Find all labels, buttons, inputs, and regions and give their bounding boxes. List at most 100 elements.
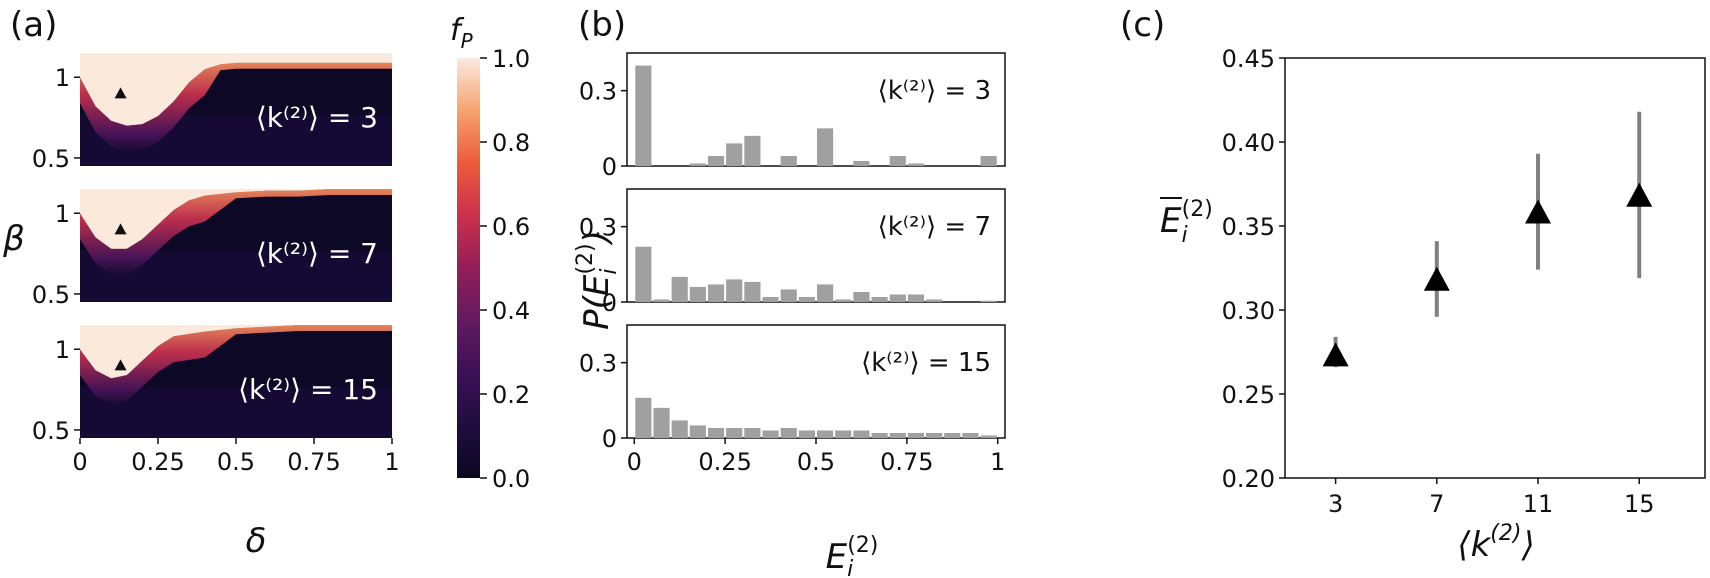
- histogram-bar: [817, 284, 834, 302]
- histogram-bar: [817, 128, 834, 166]
- histogram-bar: [853, 291, 870, 302]
- histogram-xlabel: Ei(2): [826, 533, 879, 578]
- histogram-bar: [817, 430, 834, 438]
- histogram-bar: [944, 432, 961, 438]
- histogram-ytick-label: 0: [602, 289, 617, 317]
- scatter-panel: 0.20 0.25 0.30 0.35 0.40 0.45 3 7 11 15 ⟨k(2)⟩ E…: [1160, 45, 1706, 565]
- histogram-bar: [871, 296, 888, 302]
- histogram-bar: [853, 430, 870, 438]
- histogram-bar: [853, 160, 870, 166]
- scatter-xtick-label: 7: [1429, 490, 1444, 518]
- heatmap-annotation: ⟨k⁽²⁾⟩ = 7: [256, 237, 378, 270]
- scatter-point: [1423, 266, 1450, 291]
- histogram-xtick-label: 0.75: [880, 448, 933, 476]
- histogram-bar: [726, 427, 743, 438]
- histogram-frame: [626, 52, 1006, 167]
- histogram-xtick-label: 0.25: [698, 448, 751, 476]
- histogram-annotation: ⟨k⁽²⁾⟩ = 15: [861, 348, 991, 378]
- heatmap-ylabel: β: [2, 219, 25, 259]
- histogram-bar: [780, 427, 797, 438]
- panel-label-c: (c): [1120, 5, 1165, 45]
- heatmap-marker: [114, 87, 127, 99]
- histogram-bar: [798, 430, 815, 438]
- scatter-ylabel: Ei(2): [1160, 197, 1213, 248]
- scatter-point: [1626, 182, 1653, 207]
- histogram-ytick-label: 0: [602, 153, 617, 181]
- heatmap-annotation: ⟨k⁽²⁾⟩ = 15: [238, 373, 378, 406]
- histogram-bar: [762, 430, 779, 438]
- histogram-bar: [889, 432, 906, 438]
- heatmap-ytick-label: 0.5: [32, 417, 70, 445]
- histogram-bar: [653, 407, 670, 438]
- histogram-ytick-label: 0: [602, 425, 617, 453]
- histogram-ytick-label: 0.3: [579, 78, 617, 106]
- heatmap-marker: [114, 359, 127, 371]
- histogram-bar: [635, 246, 652, 302]
- histogram-bar: [780, 289, 797, 302]
- histogram-bar: [689, 286, 706, 302]
- histogram-bar: [889, 294, 906, 302]
- heatmap-transition-band: [80, 325, 392, 405]
- heatmap-xtick-label: 0.25: [131, 448, 184, 476]
- heatmap-xtick-label: 0.5: [217, 448, 255, 476]
- histogram-subplot: 0 0.3 ⟨k⁽²⁾⟩ = 15: [579, 324, 1006, 453]
- histogram-xtick-label: 0: [627, 448, 642, 476]
- scatter-xtick-label: 11: [1523, 490, 1554, 518]
- heatmap-xtick-label: 1: [384, 448, 399, 476]
- colorbar-title: fP: [450, 13, 474, 53]
- colorbar: 0.0 0.2 0.4 0.6 0.8 1.0 fP: [450, 13, 530, 493]
- histogram-bar: [980, 155, 997, 166]
- heatmap-xtick-label: 0: [72, 448, 87, 476]
- heatmap-ytick-label: 1: [55, 336, 70, 364]
- histogram-bar: [689, 163, 706, 166]
- colorbar-tick-label: 0.0: [492, 465, 530, 493]
- histogram-bar: [780, 155, 797, 166]
- histogram-subplot: 0 0.3 ⟨k⁽²⁾⟩ = 7: [579, 188, 1006, 317]
- histogram-bar: [671, 276, 688, 302]
- histogram-annotation: ⟨k⁽²⁾⟩ = 7: [878, 212, 991, 242]
- heatmap-phase-region-top: [80, 189, 392, 249]
- histogram-bar: [907, 163, 925, 166]
- histogram-bar: [762, 296, 779, 302]
- histogram-panel: 0 0.3 ⟨k⁽²⁾⟩ = 3 0 0.3 ⟨k⁽²⁾⟩ = 7 0 0.3 ⟨k⁽²⁾⟩ =…: [573, 52, 1006, 578]
- heatmap-transition-band: [80, 189, 392, 275]
- histogram-bar: [744, 281, 761, 302]
- panel-label-b: (b): [578, 5, 626, 45]
- heatmap-ytick-label: 0.5: [32, 281, 70, 309]
- histogram-subplot: 0 0.3 ⟨k⁽²⁾⟩ = 3: [579, 52, 1006, 181]
- scatter-ytick-label: 0.25: [1222, 381, 1275, 409]
- scatter-xlabel: ⟨k(2)⟩: [1457, 521, 1534, 565]
- histogram-annotation: ⟨k⁽²⁾⟩ = 3: [878, 76, 991, 106]
- scatter-ytick-label: 0.40: [1222, 129, 1275, 157]
- heatmap-marker: [114, 223, 127, 235]
- histogram-bar: [726, 143, 743, 166]
- histogram-bar: [835, 430, 852, 438]
- heatmap-subplot: ⟨k⁽²⁾⟩ = 3 0.5 1: [32, 53, 392, 173]
- heatmap-ytick-label: 1: [55, 200, 70, 228]
- scatter-ytick-label: 0.20: [1222, 465, 1275, 493]
- histogram-bar: [653, 299, 670, 302]
- histogram-bar: [871, 432, 888, 438]
- histogram-bar: [980, 300, 997, 302]
- colorbar-gradient: [457, 58, 480, 478]
- scatter-xtick-label: 3: [1328, 490, 1343, 518]
- heatmap-ytick-label: 0.5: [32, 145, 70, 173]
- scatter-point: [1525, 199, 1552, 224]
- colorbar-tick-label: 0.4: [492, 297, 530, 325]
- histogram-bar: [635, 397, 652, 438]
- heatmap-subplot: ⟨k⁽²⁾⟩ = 15 0.5 1: [32, 325, 392, 445]
- histogram-bar: [635, 65, 652, 166]
- histogram-ytick-label: 0.3: [579, 214, 617, 242]
- histogram-bar: [907, 294, 925, 302]
- histogram-frame: [626, 188, 1006, 303]
- histogram-bar: [689, 425, 706, 438]
- histogram-bar: [926, 299, 943, 302]
- colorbar-tick-label: 0.2: [492, 381, 530, 409]
- heatmap-xlabel: δ: [246, 521, 267, 561]
- heatmap-phase-region-top: [80, 53, 392, 126]
- panel-label-a: (a): [10, 5, 57, 45]
- histogram-ytick-label: 0.3: [579, 350, 617, 378]
- histogram-bar: [962, 432, 979, 438]
- scatter-xtick-label: 15: [1624, 490, 1655, 518]
- histogram-bar: [835, 299, 852, 302]
